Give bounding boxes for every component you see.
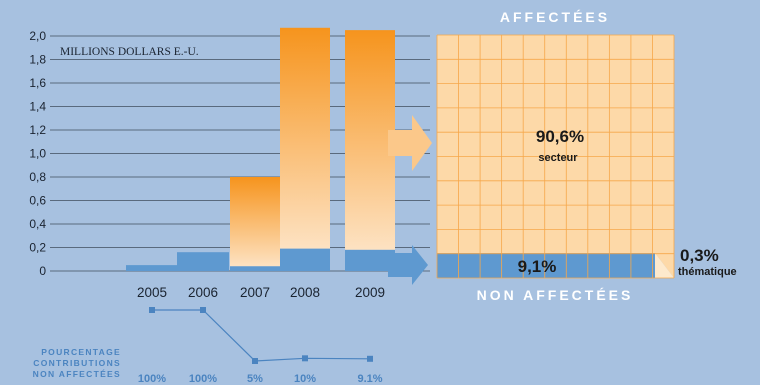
percentage-point bbox=[200, 307, 206, 313]
percentage-point bbox=[252, 358, 258, 364]
percentage-line bbox=[149, 307, 373, 364]
thematique-value: 0,3% bbox=[680, 246, 719, 265]
bar-non-affectees bbox=[177, 252, 229, 271]
percentage-point bbox=[367, 356, 373, 362]
percentage-label: 100% bbox=[189, 373, 217, 385]
percentage-label: 100% bbox=[138, 373, 166, 385]
affectees-heading: AFFECTÉES bbox=[500, 9, 610, 25]
bar-affectees bbox=[280, 28, 330, 249]
y-tick-label: 0,8 bbox=[29, 170, 46, 184]
y-tick-label: 0,2 bbox=[29, 241, 46, 255]
x-tick-label: 2005 bbox=[137, 285, 167, 300]
secteur-value: 90,6% bbox=[536, 127, 584, 146]
caption-line: POURCENTAGE bbox=[41, 347, 121, 357]
percentage-polyline bbox=[152, 310, 370, 361]
y-tick-label: 0,4 bbox=[29, 217, 46, 231]
y-tick-label: 1,0 bbox=[29, 147, 46, 161]
percentage-labels: 100% 100% 5% 10% 9.1% bbox=[138, 373, 383, 385]
y-tick-labels: 2,0 1,8 1,6 1,4 1,2 1,0 0,8 0,6 0,4 0,2 0 bbox=[29, 29, 46, 278]
percentage-label: 5% bbox=[247, 373, 263, 385]
caption-line: CONTRIBUTIONS bbox=[33, 358, 121, 368]
y-tick-label: 1,6 bbox=[29, 76, 46, 90]
percentage-point bbox=[302, 355, 308, 361]
bar-affectees bbox=[230, 177, 280, 266]
bar-non-affectees bbox=[230, 266, 280, 271]
percentage-label: 9.1% bbox=[357, 373, 382, 385]
bar-non-affectees bbox=[126, 265, 178, 271]
x-tick-label: 2007 bbox=[240, 285, 270, 300]
x-tick-label: 2006 bbox=[188, 285, 218, 300]
y-axis-label: MILLIONS DOLLARS E.-U. bbox=[60, 46, 199, 58]
bar-series bbox=[126, 28, 395, 271]
caption-line: NON AFFECTÉES bbox=[33, 369, 121, 379]
percentage-point bbox=[149, 307, 155, 313]
non-affectees-heading: NON AFFECTÉES bbox=[477, 287, 634, 303]
y-tick-label: 0,6 bbox=[29, 194, 46, 208]
x-tick-labels: 2005 2006 2007 2008 2009 bbox=[137, 285, 385, 300]
y-tick-label: 1,4 bbox=[29, 100, 46, 114]
x-tick-label: 2008 bbox=[290, 285, 320, 300]
thematique-label: thématique bbox=[678, 266, 737, 278]
bar-non-affectees bbox=[280, 249, 330, 271]
y-tick-label: 1,8 bbox=[29, 53, 46, 67]
secteur-label: secteur bbox=[538, 152, 578, 164]
x-tick-label: 2009 bbox=[355, 285, 385, 300]
non-affectees-value: 9,1% bbox=[518, 257, 557, 276]
bar-non-affectees bbox=[345, 250, 395, 271]
bar-affectees bbox=[345, 30, 395, 250]
y-tick-label: 2,0 bbox=[29, 29, 46, 43]
y-tick-label: 0 bbox=[39, 264, 46, 278]
y-tick-label: 1,2 bbox=[29, 123, 46, 137]
percentage-label: 10% bbox=[294, 373, 316, 385]
